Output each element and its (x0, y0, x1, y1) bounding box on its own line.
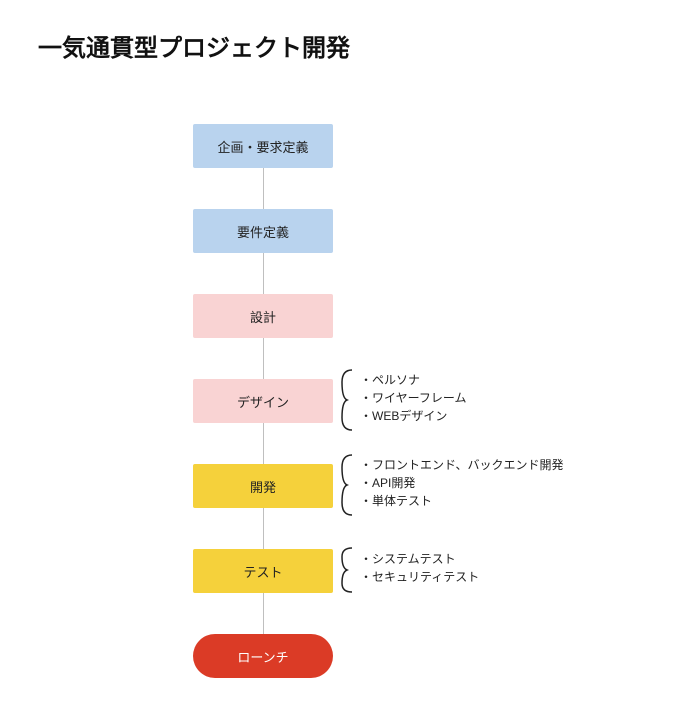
stage-plan: 企画・要求定義 (193, 124, 333, 168)
connector (263, 338, 264, 379)
stage-req: 要件定義 (193, 209, 333, 253)
annotation-item: ・API開発 (360, 474, 564, 492)
stage-label: 設計 (250, 307, 276, 326)
connector (263, 253, 264, 294)
stage-label: 企画・要求定義 (217, 137, 308, 156)
annotation-item: ・ワイヤーフレーム (360, 389, 467, 407)
stage-label: ローンチ (237, 647, 288, 666)
stage-label: 開発 (250, 477, 276, 496)
stage-label: テスト (243, 562, 282, 581)
annotation-item: ・単体テスト (360, 492, 564, 510)
annotation-item: ・ペルソナ (360, 371, 467, 389)
stage-label: 要件定義 (237, 222, 289, 241)
annotation-item: ・システムテスト (360, 550, 479, 568)
stage-launch: ローンチ (193, 634, 333, 678)
annotation-item: ・セキュリティテスト (360, 568, 479, 586)
annotation-item: ・WEBデザイン (360, 407, 467, 425)
connector (263, 423, 264, 464)
brace-icon (340, 453, 354, 517)
connector (263, 593, 264, 634)
annotation-item: ・フロントエンド、バックエンド開発 (360, 456, 564, 474)
stage-design: デザイン (193, 379, 333, 423)
annotation-test: ・システムテスト・セキュリティテスト (360, 550, 479, 586)
annotation-design: ・ペルソナ・ワイヤーフレーム・WEBデザイン (360, 371, 467, 425)
stage-arch: 設計 (193, 294, 333, 338)
connector (263, 508, 264, 549)
brace-icon (340, 368, 354, 432)
stage-label: デザイン (237, 392, 289, 411)
annotation-dev: ・フロントエンド、バックエンド開発・API開発・単体テスト (360, 456, 564, 510)
brace-icon (340, 546, 354, 594)
connector (263, 168, 264, 209)
stage-dev: 開発 (193, 464, 333, 508)
stage-test: テスト (193, 549, 333, 593)
page-title: 一気通貫型プロジェクト開発 (38, 28, 350, 63)
